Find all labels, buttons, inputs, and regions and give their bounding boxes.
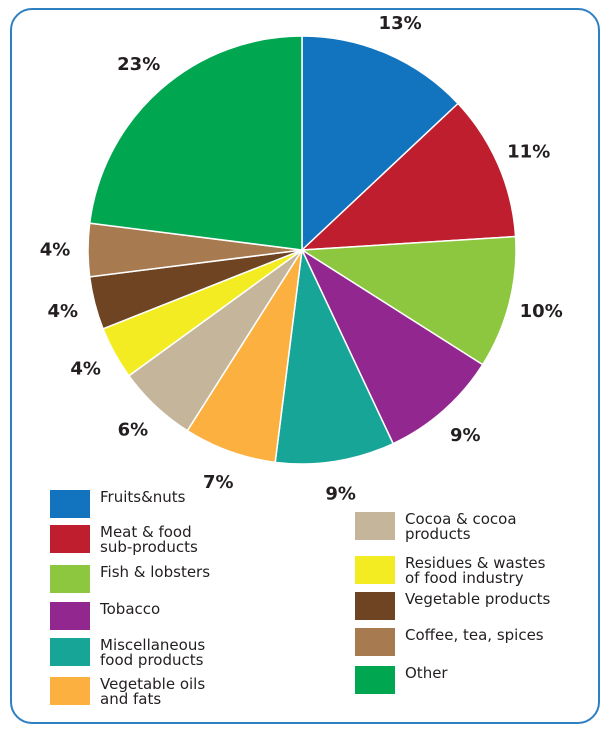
slice-value-label: 4% xyxy=(48,301,79,322)
legend-item-fruits-nuts: Fruits&nuts xyxy=(50,490,185,518)
slice-value-label: 11% xyxy=(507,141,550,162)
legend-item-meat-food-sub-products: Meat & food sub-products xyxy=(50,525,198,555)
legend-label: Meat & food sub-products xyxy=(100,525,198,555)
legend-swatch xyxy=(355,592,395,620)
legend-swatch xyxy=(50,638,90,666)
legend-swatch xyxy=(355,666,395,694)
legend-item-vegetable-products: Vegetable products xyxy=(355,592,550,620)
legend-swatch xyxy=(355,512,395,540)
legend-swatch xyxy=(355,556,395,584)
legend-item-tobacco: Tobacco xyxy=(50,602,160,630)
legend-swatch xyxy=(355,628,395,656)
slice-value-label: 9% xyxy=(325,484,356,505)
slice-value-label: 10% xyxy=(520,301,563,322)
slice-value-label: 13% xyxy=(379,13,422,34)
slice-value-label: 7% xyxy=(203,472,234,493)
legend-item-fish-lobsters: Fish & lobsters xyxy=(50,565,210,593)
legend-swatch xyxy=(50,677,90,705)
legend-item-coffee-tea-spices: Coffee, tea, spices xyxy=(355,628,544,656)
slice-value-label: 6% xyxy=(118,420,149,441)
legend-item-vegetable-oils-and-fats: Vegetable oils and fats xyxy=(50,677,205,707)
legend-label: Tobacco xyxy=(100,602,160,617)
legend-label: Fruits&nuts xyxy=(100,490,185,505)
legend-item-residues-wastes-of-food-industry: Residues & wastes of food industry xyxy=(355,556,545,586)
legend-item-other: Other xyxy=(355,666,448,694)
legend-swatch xyxy=(50,525,90,553)
legend-swatch xyxy=(50,565,90,593)
slice-value-label: 4% xyxy=(70,359,101,380)
legend-swatch xyxy=(50,490,90,518)
legend-label: Other xyxy=(405,666,448,681)
legend-label: Residues & wastes of food industry xyxy=(405,556,545,586)
legend-label: Fish & lobsters xyxy=(100,565,210,580)
legend-label: Cocoa & cocoa products xyxy=(405,512,517,542)
legend-label: Coffee, tea, spices xyxy=(405,628,544,643)
legend-label: Miscellaneous food products xyxy=(100,638,205,668)
legend-item-cocoa-cocoa-products: Cocoa & cocoa products xyxy=(355,512,517,542)
slice-value-label: 9% xyxy=(450,425,481,446)
legend-label: Vegetable products xyxy=(405,592,550,607)
legend-item-miscellaneous-food-products: Miscellaneous food products xyxy=(50,638,205,668)
slice-value-label: 23% xyxy=(117,54,160,75)
slice-value-label: 4% xyxy=(40,240,71,261)
legend-swatch xyxy=(50,602,90,630)
legend-label: Vegetable oils and fats xyxy=(100,677,205,707)
